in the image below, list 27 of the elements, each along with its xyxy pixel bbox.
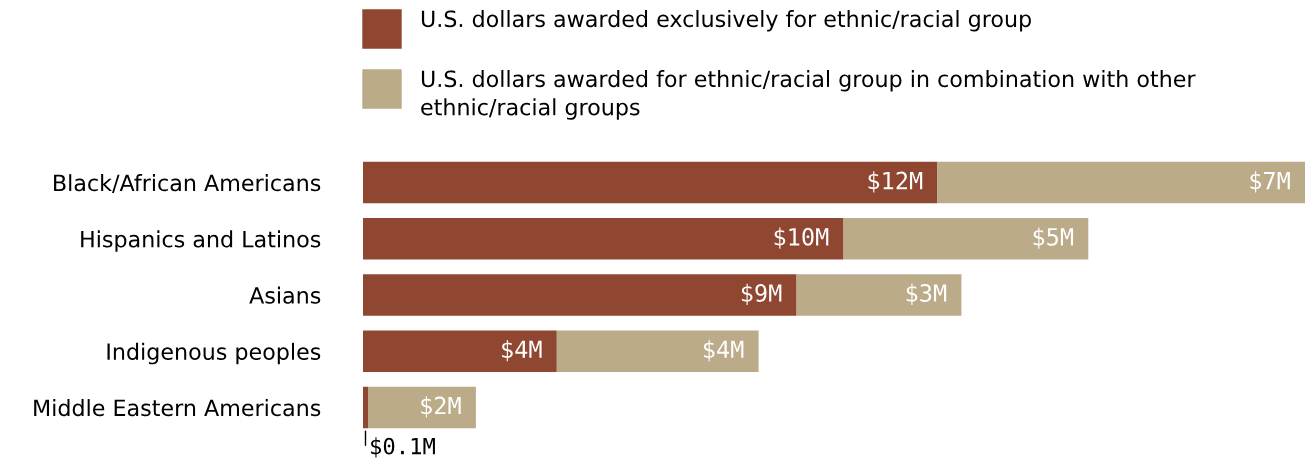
legend-label: U.S. dollars awarded exclusively for ethnic/racial group bbox=[421, 10, 1031, 32]
y-tick-label: Asians bbox=[249, 286, 321, 304]
bar bbox=[363, 274, 797, 316]
data-label: $4M bbox=[502, 339, 542, 362]
data-label: $3M bbox=[906, 283, 947, 306]
bar bbox=[363, 386, 368, 429]
bar bbox=[363, 330, 557, 373]
bar bbox=[363, 161, 938, 204]
data-label: $4M bbox=[703, 339, 744, 362]
data-label: $10M bbox=[774, 227, 829, 249]
annotation: $0.1M bbox=[371, 437, 435, 458]
bar bbox=[368, 386, 476, 429]
bar bbox=[796, 274, 962, 316]
y-tick-label: Black/African Americans bbox=[54, 174, 321, 194]
data-label: $7M bbox=[1250, 171, 1290, 193]
data-label: $9M bbox=[741, 283, 782, 306]
y-tick-label: Hispanics and Latinos bbox=[81, 230, 321, 252]
data-label: $2M bbox=[421, 396, 461, 418]
bar bbox=[937, 161, 1306, 204]
data-label: $12M bbox=[868, 171, 923, 193]
data-label: $5M bbox=[1033, 227, 1074, 249]
y-tick-label: Indigenous peoples bbox=[107, 342, 321, 365]
bar bbox=[363, 217, 844, 260]
y-tick-label: Middle Eastern Americans bbox=[34, 399, 321, 417]
bar bbox=[556, 330, 759, 373]
bar bbox=[843, 217, 1089, 260]
legend-label: U.S. dollars awarded for ethnic/racial group in combination with other ethnic/racial groups bbox=[421, 70, 1196, 120]
